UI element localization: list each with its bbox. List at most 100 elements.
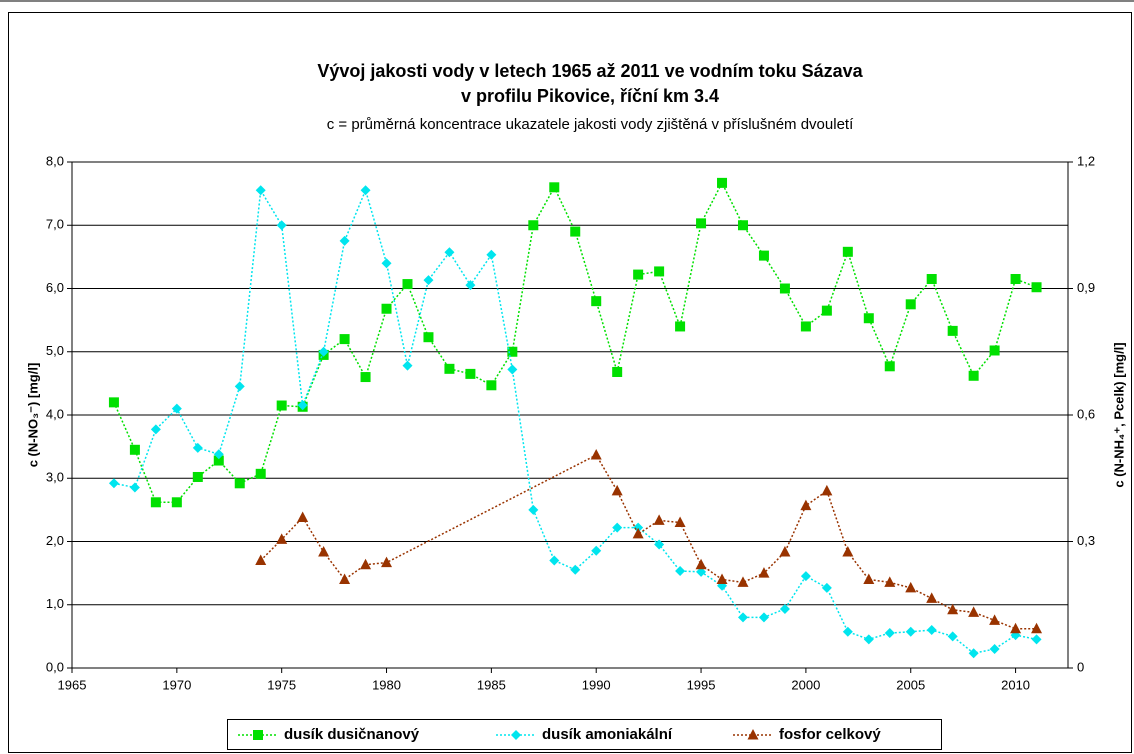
y2-tick-label: 0,9: [1077, 280, 1095, 295]
legend-marker: [253, 730, 263, 740]
y-tick-label: 3,0: [46, 470, 64, 485]
x-tick-label: 1995: [687, 677, 716, 692]
x-tick-label: 2000: [791, 677, 820, 692]
data-point: [444, 363, 455, 374]
data-point: [821, 305, 832, 316]
data-point: [926, 592, 938, 603]
data-point: [758, 612, 769, 623]
data-point: [1031, 622, 1043, 634]
data-point: [507, 364, 518, 375]
x-tick-label: 1990: [582, 677, 611, 692]
chart-subtitle: v profilu Pikovice, říční km 3.4: [461, 86, 719, 106]
series-line: [113, 187, 1037, 655]
y-tick-label: 4,0: [46, 406, 64, 421]
data-point: [884, 576, 896, 587]
data-point: [633, 269, 644, 280]
data-point: [821, 484, 833, 496]
data-point: [695, 558, 707, 570]
data-point: [339, 334, 350, 345]
data-point: [423, 275, 434, 286]
data-point: [968, 648, 979, 659]
y2-tick-label: 1,2: [1077, 153, 1095, 168]
data-point: [255, 468, 266, 479]
data-point: [779, 546, 791, 557]
data-point: [611, 484, 623, 496]
y2-axis-label: c (N-NH₄⁺, Pcelk) [mg/l]: [1111, 342, 1126, 487]
data-point: [800, 321, 811, 332]
y-tick-label: 6,0: [46, 280, 64, 295]
data-point: [653, 514, 665, 525]
legend-label: dusík dusičnanový: [284, 726, 420, 743]
data-point: [779, 283, 790, 294]
data-point: [570, 564, 581, 575]
data-point: [632, 527, 644, 539]
data-point: [905, 626, 916, 637]
data-point: [947, 325, 958, 336]
data-point: [737, 612, 748, 623]
data-point: [989, 614, 1001, 625]
annotation: c = průměrná koncentrace ukazatele jakos…: [327, 116, 854, 133]
data-point: [171, 403, 182, 414]
data-point: [465, 280, 476, 291]
data-point: [1031, 282, 1042, 293]
data-point: [213, 455, 224, 466]
data-point: [402, 279, 413, 290]
data-point: [549, 555, 560, 566]
data-point: [192, 471, 203, 482]
y-tick-label: 5,0: [46, 343, 64, 358]
data-point: [779, 603, 790, 614]
y2-tick-label: 0,6: [1077, 406, 1095, 421]
chart-frame: [8, 12, 1132, 753]
data-point: [675, 566, 686, 577]
data-point: [821, 582, 832, 593]
data-point: [129, 482, 140, 493]
data-point: [1010, 622, 1022, 634]
data-point: [234, 478, 245, 489]
data-point: [863, 313, 874, 324]
data-point: [758, 250, 769, 261]
data-point: [507, 346, 518, 357]
data-point: [863, 573, 875, 584]
y-tick-label: 7,0: [46, 217, 64, 232]
data-point: [591, 296, 602, 307]
data-point: [800, 499, 812, 511]
x-tick-label: 1985: [477, 677, 506, 692]
data-point: [381, 556, 393, 568]
data-point: [423, 332, 434, 343]
data-point: [612, 366, 623, 377]
data-point: [486, 249, 497, 260]
data-point: [339, 235, 350, 246]
data-point: [737, 576, 749, 587]
data-point: [570, 226, 581, 237]
data-point: [402, 360, 413, 371]
data-point: [276, 220, 287, 231]
data-point: [905, 581, 917, 593]
data-point: [926, 274, 937, 285]
data-point: [654, 266, 665, 277]
x-tick-label: 1970: [162, 677, 191, 692]
data-point: [717, 177, 728, 188]
data-point: [129, 444, 140, 455]
x-tick-label: 2010: [1001, 677, 1030, 692]
data-point: [800, 571, 811, 582]
y-tick-label: 1,0: [46, 596, 64, 611]
legend-marker: [511, 730, 521, 740]
plot-area: [71, 161, 1069, 669]
data-point: [842, 546, 854, 557]
y-tick-label: 2,0: [46, 533, 64, 548]
data-point: [528, 504, 539, 515]
data-point: [590, 449, 602, 460]
data-point: [150, 424, 161, 435]
data-point: [654, 539, 665, 550]
data-point: [842, 626, 853, 637]
data-point: [171, 497, 182, 508]
y-tick-label: 0,0: [46, 659, 64, 674]
legend-label: fosfor celkový: [779, 726, 881, 743]
data-point: [947, 631, 958, 642]
data-point: [297, 400, 308, 411]
data-point: [863, 634, 874, 645]
data-point: [737, 220, 748, 231]
data-point: [465, 368, 476, 379]
data-point: [696, 218, 707, 229]
